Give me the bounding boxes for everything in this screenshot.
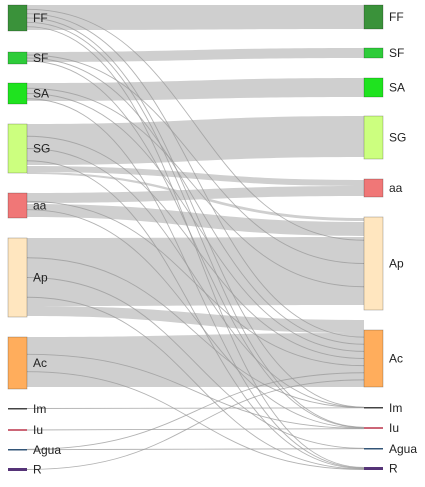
flow-line-agua-to-ac — [26, 372, 365, 450]
target-nodes: FF SF SA SG aa Ap Ac Im Iu Agua R — [363, 4, 417, 476]
target-node-label-sa: SA — [389, 81, 405, 95]
source-node-iu[interactable] — [8, 429, 27, 431]
source-node-agua[interactable] — [8, 449, 27, 451]
flow-line-ac-to-r — [26, 371, 365, 470]
flow-line-aa-to-iu — [26, 209, 365, 429]
target-node-label-iu: Iu — [389, 421, 399, 435]
target-node-sa[interactable] — [363, 77, 384, 98]
source-node-label-sf: SF — [33, 51, 48, 65]
source-nodes: FF SF SA SG aa Ap Ac Im Iu Agua R — [7, 4, 61, 477]
flow-line-ap-to-agua — [26, 277, 365, 449]
flow-band-aa-to-ap — [27, 204, 364, 236]
target-node-iu[interactable] — [364, 427, 383, 429]
source-node-ap[interactable] — [7, 237, 28, 318]
flow-line-ff-to-im — [26, 17, 365, 408]
target-node-label-aa: aa — [389, 181, 403, 195]
flow-line-ac-to-iu — [26, 353, 365, 429]
flow-line-sg-to-im — [26, 148, 365, 408]
source-node-label-ff: FF — [33, 11, 48, 25]
flow-band-sa-to-sa — [27, 78, 364, 101]
source-node-ff[interactable] — [7, 4, 28, 32]
flow-band-aa-to-aa — [27, 186, 364, 203]
flow-line-im-to-im — [26, 407, 365, 409]
flow-line-sf-to-iu — [26, 60, 365, 429]
flow-line-r-to-ac — [26, 379, 365, 470]
flow-line-iu-to-iu — [26, 428, 365, 431]
source-node-ac[interactable] — [7, 336, 28, 390]
target-node-label-agua: Agua — [389, 442, 417, 456]
flow-line-ff-to-iu — [26, 21, 365, 428]
flow-line-ff-to-ap — [26, 8, 365, 241]
flow-band-sg-to-sg — [27, 116, 364, 165]
flow-line-agua-to-agua — [26, 448, 365, 451]
target-node-ff[interactable] — [363, 4, 384, 30]
flow-line-ap-to-im — [26, 257, 365, 409]
source-node-label-sa: SA — [33, 87, 49, 101]
source-node-aa[interactable] — [7, 192, 28, 219]
target-node-agua[interactable] — [364, 448, 383, 450]
flow-line-sg-to-ac — [26, 135, 365, 359]
flow-band-ff-to-ff — [27, 5, 364, 30]
target-node-label-r: R — [389, 462, 398, 476]
flow-line-ff-to-ac — [26, 13, 365, 338]
target-node-aa[interactable] — [363, 178, 384, 198]
source-node-label-aa: aa — [33, 199, 47, 213]
target-node-label-ap: Ap — [389, 257, 404, 271]
flow-band-sf-to-sf — [27, 48, 364, 62]
target-node-label-ac: Ac — [389, 352, 403, 366]
flow-line-sa-to-ap — [26, 87, 365, 288]
minor-flow-links — [26, 8, 365, 470]
target-node-r[interactable] — [364, 467, 383, 470]
flow-line-sg-to-r — [26, 160, 365, 469]
target-node-im[interactable] — [364, 407, 383, 409]
source-node-r[interactable] — [8, 468, 27, 471]
source-node-sa[interactable] — [7, 82, 28, 105]
target-node-label-sg: SG — [389, 131, 406, 145]
flow-line-ap-to-r — [26, 296, 365, 470]
target-node-label-sf: SF — [389, 46, 404, 60]
target-node-label-ff: FF — [389, 10, 404, 24]
source-node-label-ap: Ap — [33, 271, 48, 285]
source-node-label-agua: Agua — [33, 443, 61, 457]
flow-band-ac-to-ac — [27, 333, 364, 387]
target-node-sg[interactable] — [363, 115, 384, 160]
source-node-sf[interactable] — [7, 51, 28, 65]
source-node-label-iu: Iu — [33, 423, 43, 437]
source-node-label-im: Im — [33, 402, 46, 416]
flow-line-sf-to-ap — [26, 54, 365, 264]
source-node-im[interactable] — [8, 408, 27, 410]
source-node-label-sg: SG — [33, 142, 50, 156]
target-node-ac[interactable] — [363, 329, 384, 388]
target-node-ap[interactable] — [363, 216, 384, 311]
flow-line-sf-to-ac — [26, 57, 365, 345]
flow-band-ap-to-ap — [27, 237, 364, 306]
source-node-label-ac: Ac — [33, 356, 47, 370]
target-node-sf[interactable] — [363, 47, 384, 59]
source-node-label-r: R — [33, 463, 42, 477]
flow-line-sa-to-ac — [26, 93, 365, 352]
flow-line-aa-to-ac — [26, 200, 365, 367]
target-node-label-im: Im — [389, 401, 402, 415]
source-node-sg[interactable] — [7, 123, 28, 174]
